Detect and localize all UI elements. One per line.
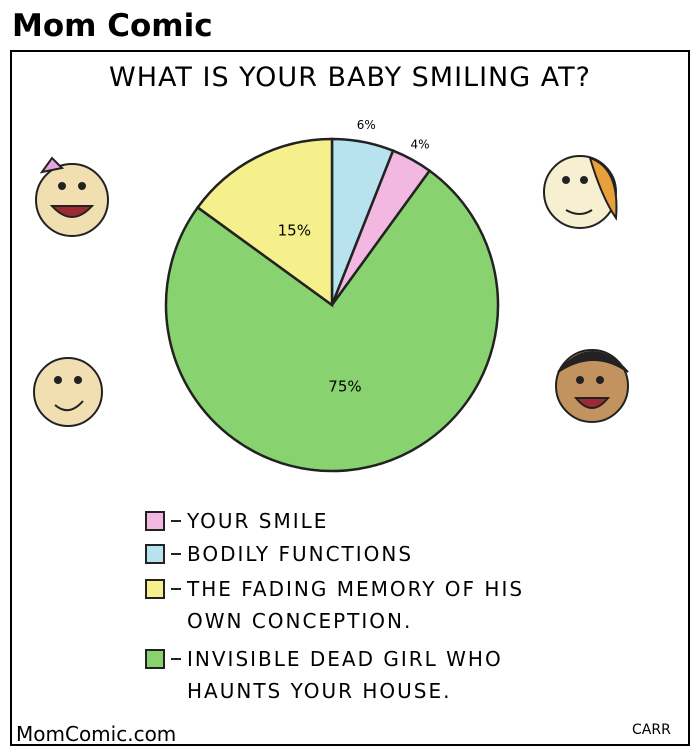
comic-header: Mom Comic xyxy=(12,8,213,44)
legend-swatch xyxy=(145,544,165,564)
legend-label: THE FADING MEMORY OF HIS OWN CONCEPTION. xyxy=(187,577,525,633)
legend-label: BODILY FUNCTIONS xyxy=(187,542,414,566)
legend-item: THE FADING MEMORY OF HIS OWN CONCEPTION. xyxy=(145,573,585,637)
legend-label: YOUR SMILE xyxy=(187,509,329,533)
slice-label: 4% xyxy=(410,137,429,151)
legend-item: INVISIBLE DEAD GIRL WHO HAUNTS YOUR HOUS… xyxy=(145,643,585,707)
panel-frame xyxy=(10,50,690,746)
pie-slice xyxy=(195,137,334,308)
legend-swatch xyxy=(145,579,165,599)
legend-item: BODILY FUNCTIONS xyxy=(145,538,585,570)
signature: CARR xyxy=(632,722,671,738)
slice-label: 6% xyxy=(357,118,376,132)
footer-site: MomComic.com xyxy=(16,722,177,746)
baby-face xyxy=(33,155,629,427)
legend-dash xyxy=(171,520,181,522)
legend-dash xyxy=(171,553,181,555)
legend-swatch xyxy=(145,511,165,531)
legend-label: INVISIBLE DEAD GIRL WHO HAUNTS YOUR HOUS… xyxy=(187,647,503,703)
legend-swatch xyxy=(145,649,165,669)
legend-dash xyxy=(171,588,181,590)
chart-title: WHAT IS YOUR BABY SMILING AT? xyxy=(109,62,591,93)
legend-dash xyxy=(171,658,181,660)
slice-label: 75% xyxy=(328,377,361,395)
legend-item: YOUR SMILE xyxy=(145,505,585,537)
slice-label: 15% xyxy=(278,222,311,240)
